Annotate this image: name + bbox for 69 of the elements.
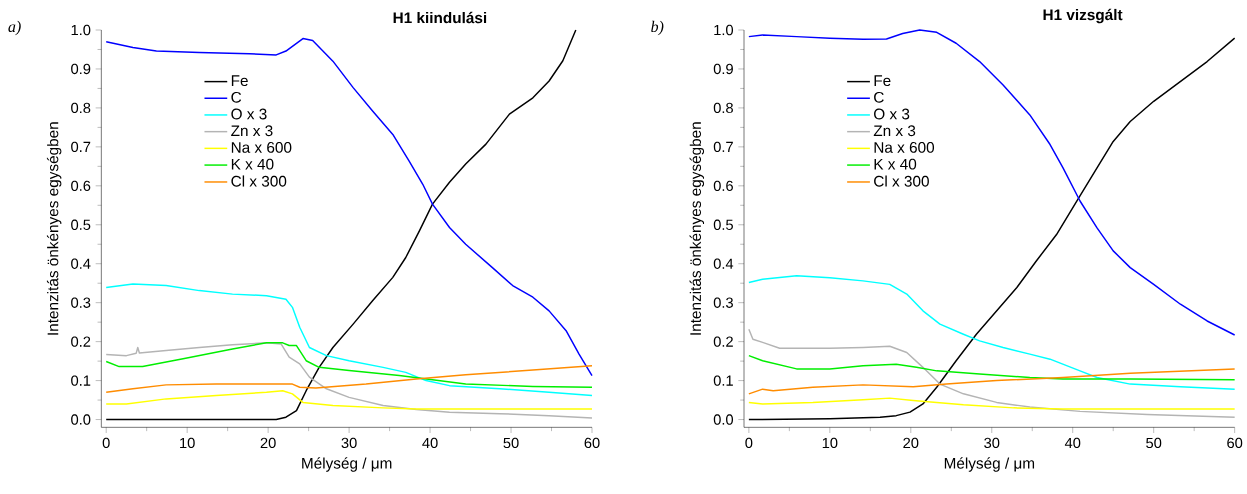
y-tick-label: 1.0	[714, 24, 734, 36]
line-series	[748, 29, 1236, 336]
legend-label: O x 3	[874, 108, 910, 120]
chart-title: H1 kiindulási	[393, 11, 487, 24]
x-tick-label: 10	[180, 437, 195, 449]
y-tick-label: 0.0	[71, 414, 91, 425]
y-tick-label: 0.7	[713, 141, 733, 153]
line-series	[748, 368, 1236, 395]
line-series	[105, 342, 593, 388]
legend-label: C	[874, 91, 884, 103]
legend-label: Fe	[874, 75, 891, 87]
y-tick-label: 0.8	[71, 102, 91, 114]
y-tick-label: 0.9	[71, 63, 91, 75]
line-series	[105, 389, 593, 410]
y-tick-label: 0.1	[713, 375, 733, 386]
y-tick-label: 0.3	[713, 297, 733, 308]
x-tick-label: 0	[102, 437, 110, 449]
line-series	[105, 283, 593, 397]
x-tick-label: 30	[341, 437, 357, 449]
legend-label: K x 40	[231, 158, 274, 170]
x-axis-title: Mélység / μm	[944, 457, 1035, 472]
x-tick-label: 30	[984, 437, 1000, 449]
x-tick-label: 60	[584, 437, 600, 449]
x-tick-label: 50	[1146, 437, 1162, 449]
line-series	[105, 342, 593, 419]
text: b)	[651, 20, 664, 36]
y-tick-label: 0.1	[71, 375, 91, 386]
legend-label: Fe	[231, 75, 248, 87]
y-tick-label: 0.9	[713, 63, 733, 75]
x-tick-label: 60	[1227, 437, 1243, 449]
y-tick-label: 0.2	[713, 336, 733, 347]
line-series	[748, 397, 1236, 410]
x-tick-label: 20	[260, 437, 276, 449]
legend-label: K x 40	[874, 158, 917, 170]
y-tick-label: 0.0	[713, 414, 734, 425]
y-axis-title: Intenzitás önkényes egységben	[46, 122, 62, 335]
y-tick-label: 0.6	[71, 180, 91, 192]
text: a)	[8, 20, 21, 36]
y-tick-label: 0.3	[71, 297, 91, 308]
x-tick-label: 50	[503, 437, 519, 449]
y-tick-label: 0.5	[713, 219, 733, 230]
chart-title: H1 vizsgált	[1043, 8, 1123, 24]
line-series	[105, 37, 593, 377]
y-tick-label: 0.5	[71, 219, 91, 230]
legend-label: Na x 600	[874, 142, 935, 153]
y-tick-label: 0.4	[71, 258, 91, 269]
legend-label: Na x 600	[231, 142, 292, 153]
y-tick-label: 0.6	[713, 180, 733, 192]
legend-label: Zn x 3	[873, 125, 916, 137]
x-tick-label: 0	[745, 437, 753, 449]
y-tick-label: 0.4	[713, 258, 734, 269]
y-tick-label: 0.2	[71, 336, 91, 347]
x-axis-title: Mélység / μm	[302, 457, 392, 472]
x-tick-label: 40	[422, 437, 438, 449]
x-tick-label: 40	[1064, 437, 1081, 449]
y-axis-title: Intenzitás önkényes egységben	[689, 122, 705, 335]
y-tick-label: 1.0	[71, 24, 91, 36]
y-tick-label: 0.7	[71, 141, 91, 153]
legend-label: Cl x 300	[231, 175, 287, 187]
legend-label: Cl x 300	[874, 175, 929, 187]
legend-label: Zn x 3	[231, 125, 273, 137]
y-tick-label: 0.8	[713, 102, 733, 114]
legend-label: C	[231, 91, 242, 103]
x-tick-label: 20	[903, 437, 919, 449]
line-series	[748, 354, 1236, 381]
line-series	[748, 275, 1236, 390]
x-tick-label: 10	[822, 437, 838, 449]
line-series	[748, 328, 1236, 418]
legend-label: O x 3	[231, 108, 267, 120]
